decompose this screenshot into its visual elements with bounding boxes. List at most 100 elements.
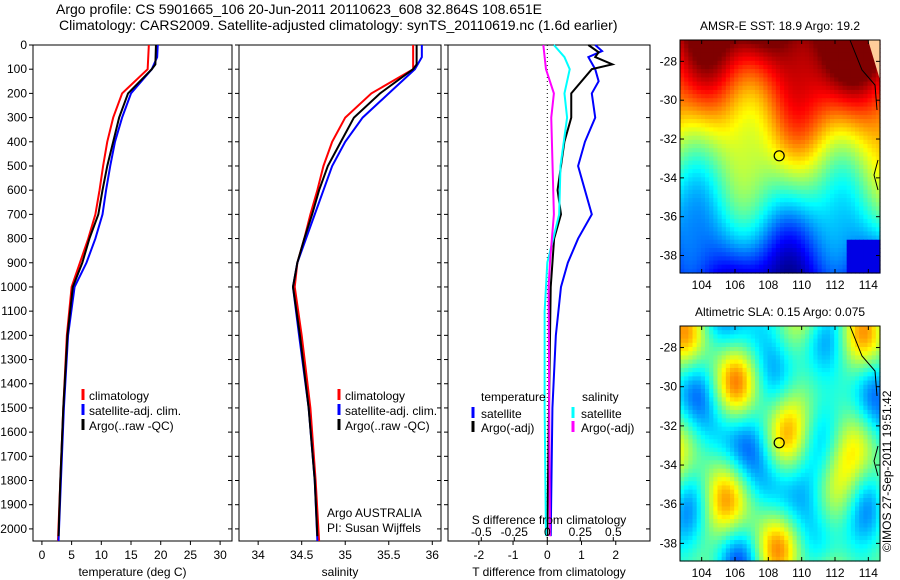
- map-cell: [796, 439, 802, 445]
- map-cell: [805, 89, 810, 95]
- map-cell: [796, 89, 802, 95]
- map-cell: [696, 94, 702, 99]
- map-cell: [780, 460, 785, 466]
- map-cell: [875, 181, 881, 187]
- map-cell: [692, 376, 698, 382]
- map-cell: [834, 127, 839, 133]
- map-cell: [850, 393, 856, 398]
- map-cell: [771, 409, 777, 415]
- map-cell: [796, 173, 802, 178]
- map-cell: [692, 388, 698, 394]
- map-cell: [805, 401, 810, 407]
- map-cell: [809, 393, 814, 398]
- map-cell: [771, 202, 777, 208]
- map-cell: [875, 393, 881, 398]
- map-cell: [834, 447, 839, 453]
- map-cell: [759, 185, 764, 191]
- map-cell: [709, 363, 714, 369]
- map-cell: [846, 359, 852, 365]
- map-cell: [788, 81, 794, 87]
- map-cell: [871, 268, 877, 274]
- map-cell: [805, 193, 810, 199]
- map-cell: [750, 380, 756, 386]
- map-cell: [859, 102, 864, 108]
- map-cell: [771, 426, 777, 432]
- map-cell: [867, 243, 873, 249]
- map-cell: [730, 160, 735, 166]
- map-cell: [875, 256, 881, 262]
- map-cell: [842, 73, 848, 79]
- map-cell: [875, 464, 881, 470]
- map-cell: [684, 231, 689, 237]
- map-cell: [696, 139, 702, 145]
- map-cell: [688, 342, 694, 348]
- map-cell: [796, 443, 802, 449]
- map-cell: [800, 334, 806, 340]
- map-cell: [855, 435, 860, 440]
- map-cell: [809, 131, 814, 137]
- map-cell: [709, 359, 714, 365]
- map-cell: [834, 60, 839, 66]
- map-cell: [763, 334, 769, 340]
- map-cell: [725, 152, 731, 158]
- map-cell: [875, 119, 881, 124]
- map-cell: [784, 326, 789, 331]
- map-cell: [846, 409, 852, 415]
- map-cell: [738, 181, 744, 187]
- map-cell: [763, 243, 769, 249]
- map-cell: [800, 181, 806, 187]
- map-cell: [775, 388, 781, 394]
- map-cell: [784, 435, 789, 440]
- map-cell: [755, 460, 760, 466]
- map-cell: [846, 439, 852, 445]
- map-cell: [830, 218, 835, 224]
- map-cell: [738, 451, 744, 457]
- map-cell: [738, 69, 744, 74]
- map-cell: [800, 81, 806, 87]
- map-cell: [730, 231, 735, 237]
- map-cell: [684, 485, 689, 491]
- map-cell: [705, 160, 710, 166]
- map-cell: [688, 346, 694, 352]
- map-cell: [775, 40, 781, 45]
- map-cell: [684, 185, 689, 191]
- map-cell: [746, 388, 752, 394]
- map-cell: [734, 435, 739, 440]
- map-cell: [709, 144, 714, 149]
- map-cell: [850, 152, 856, 158]
- map-cell: [863, 223, 869, 228]
- map-cell: [830, 135, 835, 141]
- map-cell: [705, 346, 710, 352]
- map-cell: [755, 243, 760, 249]
- map-cell: [821, 248, 827, 253]
- map-cell: [838, 56, 844, 62]
- map-cell: [788, 380, 794, 386]
- map-cell: [838, 264, 844, 270]
- map-cell: [855, 114, 860, 120]
- map-cell: [821, 405, 827, 411]
- map-cell: [821, 243, 827, 249]
- map-cell: [684, 193, 689, 199]
- map-cell: [871, 468, 877, 474]
- map-cell: [788, 481, 794, 487]
- map-cell: [859, 218, 864, 224]
- map-cell: [700, 498, 706, 503]
- map-cell: [692, 264, 698, 270]
- map-cell: [825, 355, 831, 361]
- map-cell: [717, 338, 723, 344]
- map-cell: [784, 56, 789, 62]
- map-cell: [750, 235, 756, 241]
- map-cell: [696, 123, 702, 128]
- map-cell: [680, 380, 685, 386]
- map-cell: [813, 218, 819, 224]
- map-cell: [746, 439, 752, 445]
- map-cell: [809, 210, 814, 216]
- map-cell: [855, 388, 860, 394]
- map-cell: [709, 468, 714, 474]
- map-cell: [800, 464, 806, 470]
- map-cell: [709, 447, 714, 453]
- map-cell: [680, 430, 685, 436]
- map-cell: [759, 193, 764, 199]
- map-cell: [767, 210, 773, 216]
- map-cell: [846, 119, 852, 124]
